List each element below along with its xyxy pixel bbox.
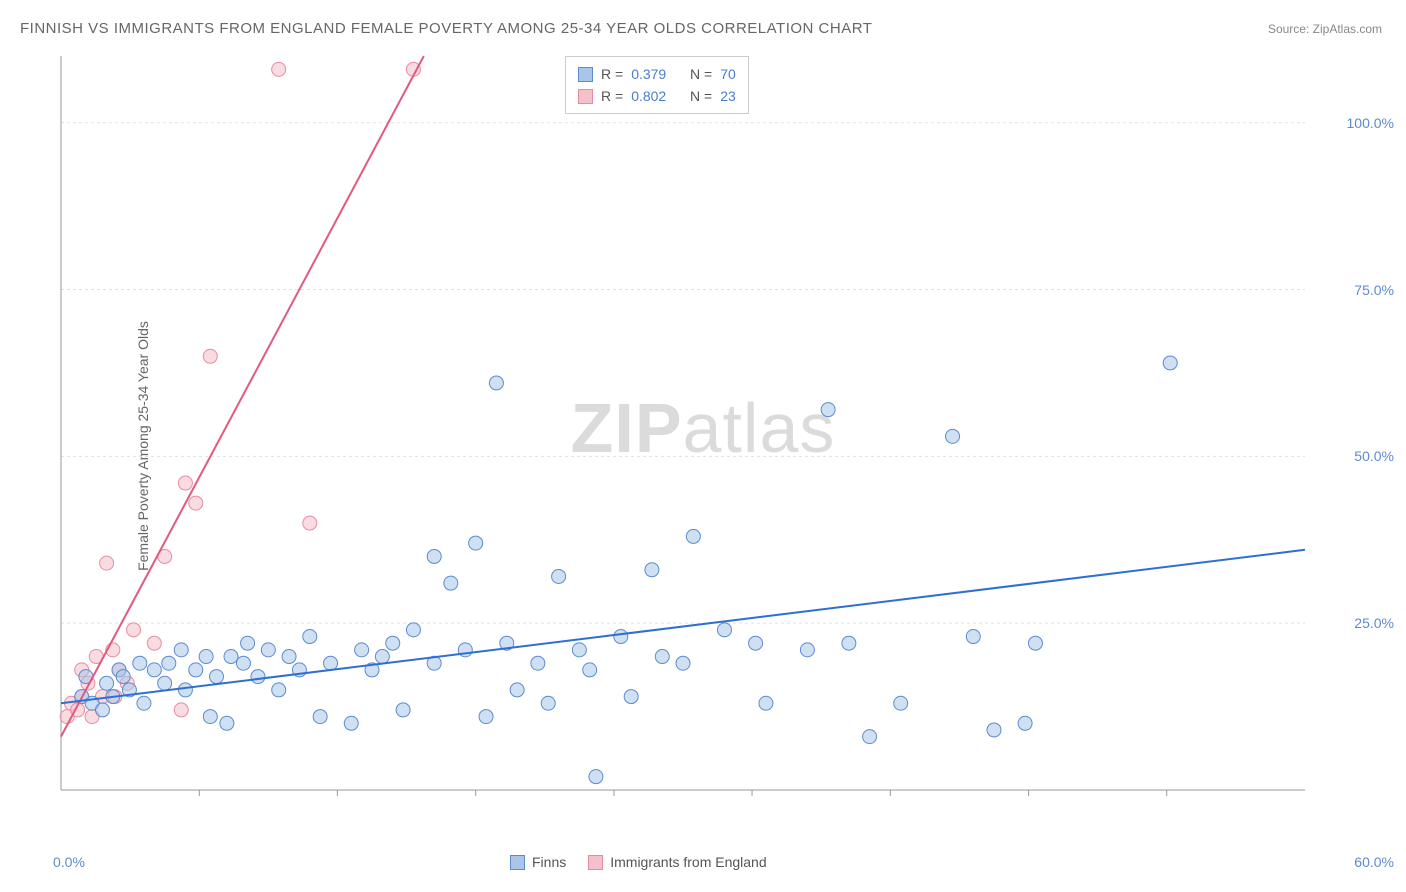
y-tick: 25.0% bbox=[1354, 615, 1394, 631]
legend-item-finns: Finns bbox=[510, 854, 566, 870]
swatch-finns bbox=[578, 67, 593, 82]
swatch-england bbox=[588, 855, 603, 870]
swatch-finns bbox=[510, 855, 525, 870]
y-tick: 75.0% bbox=[1354, 282, 1394, 298]
chart-title: FINNISH VS IMMIGRANTS FROM ENGLAND FEMAL… bbox=[20, 20, 872, 37]
swatch-england bbox=[578, 89, 593, 104]
scatter-plot bbox=[55, 50, 1355, 820]
source-label: Source: ZipAtlas.com bbox=[1268, 22, 1382, 36]
y-tick: 100.0% bbox=[1347, 115, 1394, 131]
stats-row-finns: R = 0.379 N = 70 bbox=[578, 63, 736, 85]
x-tick-60: 60.0% bbox=[1354, 854, 1394, 870]
bottom-legend: Finns Immigrants from England bbox=[510, 854, 767, 870]
stats-row-england: R = 0.802 N = 23 bbox=[578, 85, 736, 107]
stats-legend: R = 0.379 N = 70 R = 0.802 N = 23 bbox=[565, 56, 749, 114]
x-tick-0: 0.0% bbox=[53, 854, 85, 870]
legend-item-england: Immigrants from England bbox=[588, 854, 766, 870]
y-tick: 50.0% bbox=[1354, 448, 1394, 464]
